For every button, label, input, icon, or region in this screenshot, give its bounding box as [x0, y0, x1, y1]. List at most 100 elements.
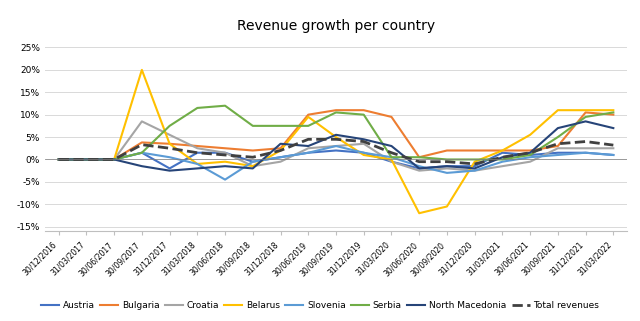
Legend: Austria, Bulgaria, Croatia, Belarus, Slovenia, Serbia, North Macedonia, Total re: Austria, Bulgaria, Croatia, Belarus, Slo…	[37, 297, 603, 313]
Croatia	[166, 133, 173, 137]
Serbia	[83, 158, 90, 161]
North Macedonia	[305, 144, 312, 148]
Bulgaria	[166, 142, 173, 146]
Slovenia	[221, 178, 229, 182]
Serbia	[110, 158, 118, 161]
Bulgaria	[193, 144, 201, 148]
Serbia	[609, 110, 617, 114]
Bulgaria	[360, 108, 367, 112]
Austria	[221, 151, 229, 155]
Bulgaria	[55, 158, 63, 161]
Serbia	[138, 151, 146, 155]
Austria	[276, 155, 284, 159]
Austria	[249, 160, 257, 164]
North Macedonia	[526, 151, 534, 155]
Line: Croatia: Croatia	[59, 121, 613, 171]
Serbia	[582, 115, 589, 119]
Slovenia	[55, 158, 63, 161]
Croatia	[554, 146, 562, 150]
North Macedonia	[554, 126, 562, 130]
Austria	[443, 164, 451, 168]
Croatia	[609, 146, 617, 150]
Belarus	[443, 204, 451, 208]
Austria	[332, 149, 340, 152]
Total revenues	[305, 137, 312, 141]
Belarus	[83, 158, 90, 161]
Total revenues	[554, 142, 562, 146]
North Macedonia	[609, 126, 617, 130]
Serbia	[305, 124, 312, 128]
North Macedonia	[55, 158, 63, 161]
Total revenues	[526, 151, 534, 155]
Line: Belarus: Belarus	[59, 70, 613, 213]
North Macedonia	[471, 167, 479, 170]
Belarus	[221, 160, 229, 164]
Croatia	[249, 164, 257, 168]
Total revenues	[415, 160, 423, 164]
Croatia	[276, 160, 284, 164]
Slovenia	[193, 162, 201, 166]
Total revenues	[221, 153, 229, 157]
Austria	[471, 164, 479, 168]
Austria	[415, 167, 423, 170]
Total revenues	[276, 149, 284, 152]
Croatia	[332, 144, 340, 148]
Slovenia	[609, 153, 617, 157]
Bulgaria	[221, 146, 229, 150]
Serbia	[443, 158, 451, 161]
Belarus	[110, 158, 118, 161]
Belarus	[582, 108, 589, 112]
North Macedonia	[332, 133, 340, 137]
North Macedonia	[221, 164, 229, 168]
Austria	[193, 151, 201, 155]
Serbia	[526, 153, 534, 157]
Bulgaria	[526, 149, 534, 152]
Total revenues	[138, 143, 146, 147]
Bulgaria	[471, 149, 479, 152]
Slovenia	[332, 144, 340, 148]
Slovenia	[83, 158, 90, 161]
Slovenia	[526, 155, 534, 159]
Serbia	[276, 124, 284, 128]
Belarus	[249, 164, 257, 168]
Slovenia	[443, 171, 451, 175]
Slovenia	[276, 155, 284, 159]
Total revenues	[332, 137, 340, 141]
Serbia	[249, 124, 257, 128]
Austria	[83, 158, 90, 161]
North Macedonia	[415, 167, 423, 170]
Total revenues	[110, 158, 118, 161]
Serbia	[55, 158, 63, 161]
Belarus	[499, 149, 506, 152]
Croatia	[415, 169, 423, 173]
Croatia	[499, 164, 506, 168]
Slovenia	[415, 164, 423, 168]
Austria	[110, 158, 118, 161]
Serbia	[471, 158, 479, 161]
Austria	[582, 151, 589, 155]
Austria	[499, 151, 506, 155]
Croatia	[305, 146, 312, 150]
Serbia	[388, 155, 396, 159]
Serbia	[360, 113, 367, 117]
Croatia	[138, 119, 146, 123]
Croatia	[526, 160, 534, 164]
Serbia	[332, 110, 340, 114]
Total revenues	[249, 155, 257, 159]
Croatia	[360, 142, 367, 146]
Total revenues	[582, 140, 589, 143]
Bulgaria	[388, 115, 396, 119]
Bulgaria	[138, 141, 146, 144]
North Macedonia	[582, 119, 589, 123]
Bulgaria	[110, 158, 118, 161]
Serbia	[221, 104, 229, 108]
North Macedonia	[276, 142, 284, 146]
Bulgaria	[609, 113, 617, 117]
Line: North Macedonia: North Macedonia	[59, 121, 613, 171]
Bulgaria	[582, 110, 589, 114]
Line: Slovenia: Slovenia	[59, 146, 613, 180]
Croatia	[83, 158, 90, 161]
Austria	[305, 151, 312, 155]
Belarus	[55, 158, 63, 161]
Croatia	[55, 158, 63, 161]
